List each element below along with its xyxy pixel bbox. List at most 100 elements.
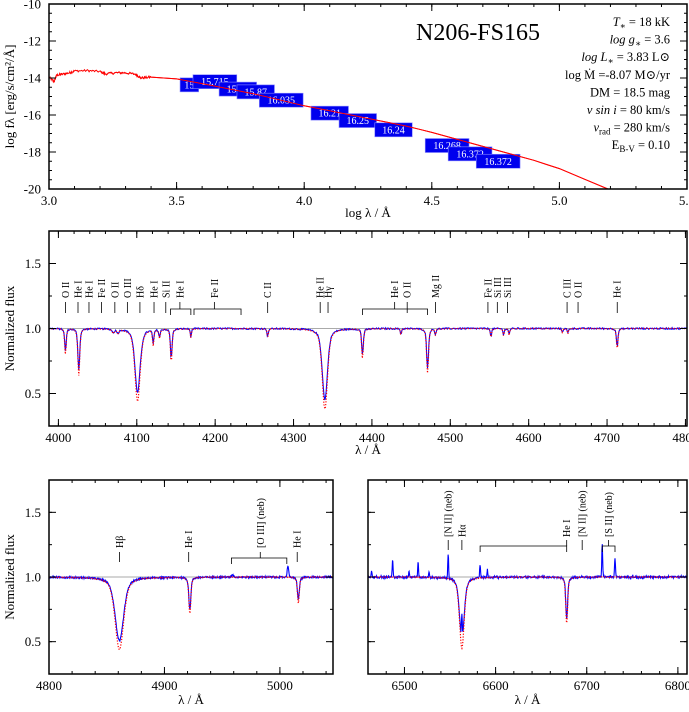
- line-id-label: C III: [563, 279, 574, 298]
- line-identifications: O II He I He I Fe II O II O III Hδ He I Si II He …: [61, 275, 624, 315]
- plot-frame: [48, 230, 688, 427]
- x-tick-label: 4100: [124, 430, 150, 445]
- line-id-label: [S II] (neb): [604, 492, 615, 537]
- stellar-parameter: log g∗ = 3.6: [610, 33, 670, 49]
- stellar-parameter: vrad = 280 km/s: [593, 121, 670, 137]
- line-id: [O III] (neb): [231, 498, 288, 564]
- photometry-box: [374, 122, 413, 138]
- panel-spectrum-hbeta: 4800 4900 5000 0.5 1.0 1.5 λ / Å Normalized flu…: [2, 479, 334, 707]
- line-id: He I: [184, 531, 195, 562]
- line-id-label: He I: [562, 520, 573, 538]
- star-name: N206-FS165: [416, 20, 540, 46]
- line-id: Fe II: [97, 279, 108, 313]
- line-id-label: Fe II: [210, 279, 221, 298]
- line-id: O II: [403, 282, 414, 313]
- x-tick-label: 4800: [672, 430, 689, 445]
- line-id-label: Hα: [457, 524, 468, 537]
- line-id-label: Hβ: [115, 536, 126, 548]
- observed-spectrum-line: [49, 326, 687, 401]
- y-tick-label: -14: [24, 71, 42, 86]
- stellar-parameter: log Ṁ =-8.07 M⊙/yr: [565, 68, 671, 82]
- line-id-label: C II: [263, 282, 274, 298]
- photometry-magnitude: 15.87: [244, 87, 267, 98]
- x-tick-label: 5.0: [551, 193, 567, 208]
- parameter-subscript: ∗: [607, 56, 613, 66]
- parameter-value: = 18 kK: [626, 15, 670, 29]
- parameter-value: = 3.6: [641, 33, 670, 47]
- stellar-parameter: EB-V = 0.10: [612, 138, 670, 154]
- line-id-label: Si III: [503, 277, 514, 298]
- plot-area: [368, 544, 687, 650]
- x-tick-label: 4700: [594, 430, 620, 445]
- line-id-label: He I: [150, 281, 161, 299]
- stellar-parameter: v sin i = 80 km/s: [587, 103, 670, 117]
- parameter-label: log Ṁ: [565, 68, 595, 82]
- line-id-bracket: [193, 308, 242, 315]
- line-id: He I: [362, 281, 428, 315]
- line-id-label: O II: [110, 282, 121, 298]
- parameter-label: E: [612, 138, 620, 152]
- parameter-subscript: ∗: [635, 39, 641, 49]
- photometry-magnitude: 16.268: [433, 141, 461, 152]
- x-tick-label: 4000: [45, 430, 71, 445]
- y-tick-label: -18: [24, 145, 41, 160]
- line-id: Hγ: [324, 286, 335, 313]
- parameter-subscript: ∗: [620, 21, 626, 31]
- parameter-label: DM: [590, 85, 610, 99]
- x-tick-label: 4800: [36, 678, 62, 693]
- photometry-magnitude: 15.715: [201, 77, 229, 88]
- photometry-point: 16.372: [475, 153, 521, 169]
- photometry-magnitude: 16.372: [484, 157, 512, 168]
- parameter-value: = 80 km/s: [617, 103, 670, 117]
- y-tick-label: 0.5: [25, 634, 41, 649]
- x-tick-label: 5000: [267, 678, 293, 693]
- photometry-point: 16.25: [338, 113, 377, 128]
- stellar-parameter: log L∗ = 3.83 L⊙: [581, 50, 670, 66]
- line-id-label: [N II] (neb): [444, 490, 455, 537]
- parameter-value: = 0.10: [635, 138, 670, 152]
- line-id: Si II: [161, 281, 172, 313]
- line-id-label: He I: [184, 531, 195, 549]
- panel-spectrum-blue: 4000 4100 4200 4300 4400 4500 4600 4700 4800 0.5 1…: [2, 230, 689, 457]
- x-tick-label: 6700: [574, 678, 600, 693]
- x-tick-label: 4600: [516, 430, 542, 445]
- parameter-value: = 18.5 mag: [610, 85, 671, 99]
- x-axis-label: λ / Å: [515, 692, 541, 707]
- line-id-label: He I: [84, 281, 95, 299]
- line-id: He I: [170, 281, 192, 315]
- line-id: Mg II: [431, 275, 442, 313]
- parameter-label: v sin i: [587, 103, 617, 117]
- stellar-parameter: DM = 18.5 mag: [590, 85, 671, 99]
- plot-frame: [367, 479, 688, 675]
- line-id: He II: [316, 277, 327, 313]
- line-id: C III: [563, 279, 574, 313]
- line-id-label: Fe II: [97, 279, 108, 298]
- parameter-value: =-8.07 M⊙/yr: [595, 68, 671, 82]
- x-tick-label: 4400: [359, 430, 385, 445]
- photometry-magnitude: 16.25: [347, 116, 370, 127]
- y-axis-label: Normalized flux: [2, 534, 17, 620]
- photometry-magnitude: 16.24: [382, 125, 405, 136]
- photometry-magnitude: 16.21: [318, 109, 341, 120]
- x-axis-label: λ / Å: [178, 692, 204, 707]
- line-id-label: O II: [61, 282, 72, 298]
- line-id-label: He I: [293, 531, 304, 549]
- model-spectrum-line: [368, 575, 687, 650]
- y-tick-label: 1.0: [25, 570, 41, 585]
- plot-area: [49, 565, 333, 651]
- line-id-label: Hγ: [324, 286, 335, 298]
- parameter-label: log L: [581, 50, 607, 64]
- line-id-label: Si III: [493, 277, 504, 298]
- line-id: He I: [74, 281, 85, 313]
- x-tick-label: 6600: [483, 678, 509, 693]
- line-id: He I: [613, 281, 624, 313]
- y-tick-label: 1.5: [25, 505, 41, 520]
- x-tick-label: 4300: [281, 430, 307, 445]
- stellar-parameter: T∗ = 18 kK: [613, 15, 670, 31]
- parameter-value: = 3.83 L⊙: [614, 50, 670, 64]
- line-id-label: He I: [390, 281, 401, 299]
- line-id: O III: [123, 278, 134, 313]
- line-id-label: [N II] (neb): [578, 490, 589, 537]
- x-axis-label: λ / Å: [355, 442, 381, 457]
